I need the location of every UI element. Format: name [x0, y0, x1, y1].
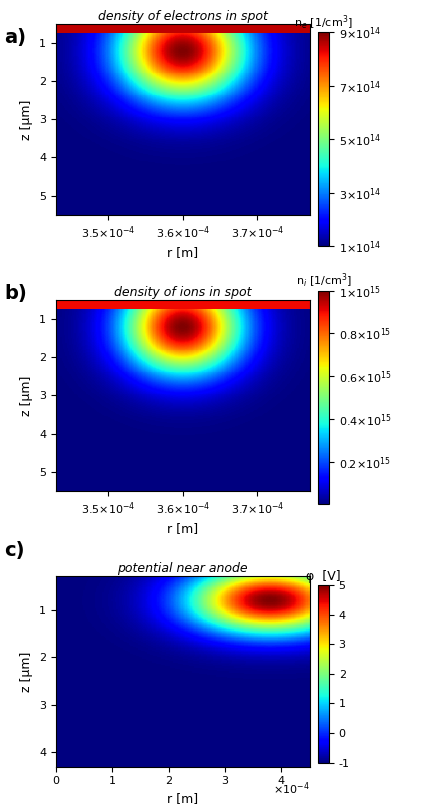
Y-axis label: z [µm]: z [µm]: [21, 99, 34, 140]
Y-axis label: z [µm]: z [µm]: [21, 651, 34, 692]
Text: ×10$^{-4}$: ×10$^{-4}$: [273, 780, 310, 797]
X-axis label: r [m]: r [m]: [167, 246, 198, 260]
Title: n$_e$ [1/cm$^3$]: n$_e$ [1/cm$^3$]: [294, 14, 353, 32]
Text: b): b): [4, 284, 27, 303]
Text: c): c): [4, 541, 25, 560]
Title: density of electrons in spot: density of electrons in spot: [98, 10, 268, 23]
Title: n$_i$ [1/cm$^3$]: n$_i$ [1/cm$^3$]: [295, 272, 352, 291]
X-axis label: r [m]: r [m]: [167, 792, 198, 805]
Text: a): a): [4, 28, 26, 48]
Y-axis label: z [µm]: z [µm]: [21, 375, 34, 416]
Title: φ  [V]: φ [V]: [306, 570, 341, 583]
X-axis label: r [m]: r [m]: [167, 522, 198, 536]
Title: density of ions in spot: density of ions in spot: [114, 286, 252, 299]
Title: potential near anode: potential near anode: [117, 562, 248, 575]
